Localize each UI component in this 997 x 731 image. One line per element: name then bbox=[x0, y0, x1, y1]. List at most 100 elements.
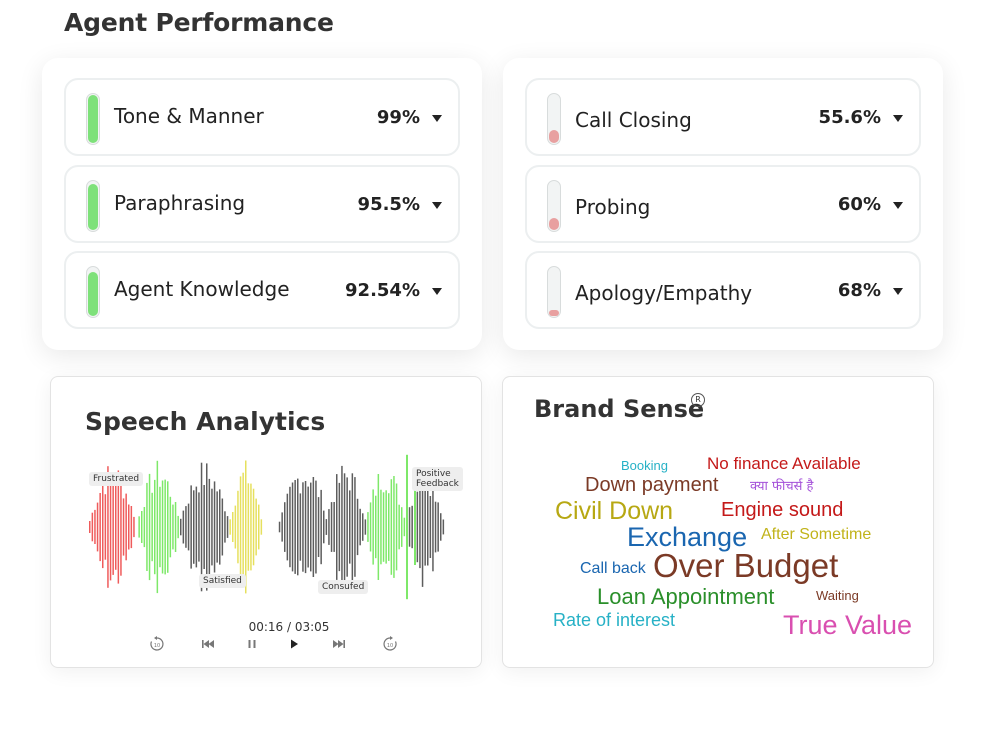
waveform-bar bbox=[359, 508, 361, 546]
word-cloud-term: Call back bbox=[580, 560, 646, 577]
score-bar bbox=[547, 93, 561, 145]
metric-value: 68% bbox=[837, 280, 881, 301]
waveform-bar bbox=[112, 479, 114, 575]
skip-back-icon[interactable] bbox=[199, 635, 217, 653]
waveform-bar bbox=[304, 481, 307, 574]
waveform-bar bbox=[310, 482, 312, 572]
waveform-bar bbox=[258, 504, 260, 550]
waveform-bar bbox=[385, 490, 387, 564]
waveform-bar bbox=[193, 490, 195, 564]
waveform-bar bbox=[380, 489, 382, 565]
word-cloud-term: Booking bbox=[621, 458, 668, 473]
waveform-bar bbox=[117, 470, 120, 584]
waveform-bar bbox=[96, 502, 99, 552]
forward-10-icon[interactable]: 10 bbox=[381, 635, 399, 653]
waveform-bar bbox=[401, 507, 403, 547]
waveform-bar bbox=[346, 477, 348, 577]
metric-row[interactable]: Call Closing 55.6% bbox=[525, 78, 921, 156]
waveform-bar bbox=[141, 511, 143, 543]
caret-down-icon[interactable] bbox=[432, 288, 442, 295]
caret-down-icon[interactable] bbox=[432, 202, 442, 209]
waveform-bar bbox=[375, 495, 377, 559]
waveform-bar bbox=[440, 513, 442, 541]
waveform-bar bbox=[364, 519, 367, 535]
word-cloud-term: Waiting bbox=[816, 588, 859, 603]
waveform-bar bbox=[424, 488, 426, 566]
waveform-bar bbox=[255, 498, 257, 556]
waveform-bar bbox=[172, 504, 174, 550]
speech-analytics-title: Speech Analytics bbox=[85, 407, 326, 436]
waveform-bar bbox=[190, 485, 192, 569]
waveform-bar bbox=[146, 482, 148, 571]
word-cloud-term: Engine sound bbox=[721, 499, 844, 521]
waveform-bar bbox=[206, 463, 208, 591]
waveform-bar bbox=[323, 510, 325, 544]
waveform-bar bbox=[247, 483, 250, 571]
waveform-bar bbox=[221, 498, 224, 556]
waveform-bar bbox=[226, 516, 229, 538]
waveform-bar bbox=[130, 506, 133, 549]
waveform-bar bbox=[294, 480, 296, 574]
waveform[interactable] bbox=[51, 449, 483, 609]
score-bar bbox=[547, 180, 561, 232]
waveform-bar bbox=[299, 493, 302, 561]
waveform-bar bbox=[109, 473, 112, 581]
score-bar bbox=[547, 266, 561, 318]
waveform-bar bbox=[89, 521, 91, 533]
waveform-bar bbox=[393, 476, 395, 578]
waveform-bar bbox=[164, 479, 166, 575]
rewind-10-icon[interactable]: 10 bbox=[148, 635, 166, 653]
waveform-bar bbox=[403, 517, 406, 537]
word-cloud-term: Loan Appointment bbox=[597, 584, 775, 609]
waveform-bar bbox=[291, 482, 294, 572]
waveform-bar bbox=[159, 486, 161, 568]
waveform-bar bbox=[242, 472, 244, 582]
emotion-tag-positive-feedback: Positive Feedback bbox=[412, 467, 463, 491]
waveform-bar bbox=[377, 474, 380, 580]
metric-row[interactable]: Agent Knowledge 92.54% bbox=[64, 251, 460, 329]
emotion-tag-satisfied: Satisfied bbox=[199, 574, 246, 588]
word-cloud-term: Rate of interest bbox=[553, 610, 676, 630]
pause-icon[interactable] bbox=[243, 635, 261, 653]
word-cloud-term: क्या फीचर्स है bbox=[750, 479, 814, 494]
metric-row[interactable]: Tone & Manner 99% bbox=[64, 78, 460, 156]
score-bar-fill bbox=[549, 130, 559, 143]
waveform-bar bbox=[260, 519, 263, 535]
caret-down-icon[interactable] bbox=[432, 115, 442, 122]
waveform-bar bbox=[99, 493, 101, 562]
caret-down-icon[interactable] bbox=[893, 115, 903, 122]
waveform-bar bbox=[154, 479, 156, 575]
play-icon[interactable] bbox=[285, 635, 303, 653]
waveform-bar bbox=[432, 482, 434, 572]
metric-row[interactable]: Probing 60% bbox=[525, 165, 921, 243]
metric-value: 60% bbox=[837, 194, 881, 215]
metric-label: Apology/Empathy bbox=[575, 281, 753, 305]
waveform-bar bbox=[208, 478, 211, 576]
metric-row[interactable]: Apology/Empathy 68% bbox=[525, 251, 921, 329]
metric-row[interactable]: Paraphrasing 95.5% bbox=[64, 165, 460, 243]
waveform-bar bbox=[312, 477, 315, 577]
waveform-bar bbox=[437, 502, 439, 552]
caret-down-icon[interactable] bbox=[893, 288, 903, 295]
waveform-bar bbox=[161, 480, 164, 574]
metric-value: 99% bbox=[376, 107, 420, 128]
waveform-bar bbox=[307, 486, 309, 568]
waveform-bar bbox=[203, 485, 205, 569]
metric-label: Probing bbox=[575, 195, 651, 219]
emotion-tag-frustrated: Frustrated bbox=[89, 472, 144, 486]
waveform-bar bbox=[367, 512, 369, 542]
skip-forward-icon[interactable] bbox=[330, 635, 348, 653]
waveform-bar bbox=[138, 516, 140, 538]
waveform-bar bbox=[341, 465, 343, 589]
waveform-bar bbox=[429, 496, 432, 558]
waveform-bar bbox=[219, 489, 221, 565]
waveform-bar bbox=[369, 502, 372, 552]
waveform-bar bbox=[104, 494, 107, 560]
waveform-bar bbox=[336, 474, 338, 580]
score-bar bbox=[86, 180, 100, 232]
waveform-bar bbox=[317, 497, 320, 557]
caret-down-icon[interactable] bbox=[893, 202, 903, 209]
waveform-bar bbox=[91, 512, 94, 542]
score-bar-fill bbox=[88, 184, 98, 230]
waveform-bar bbox=[115, 484, 117, 570]
